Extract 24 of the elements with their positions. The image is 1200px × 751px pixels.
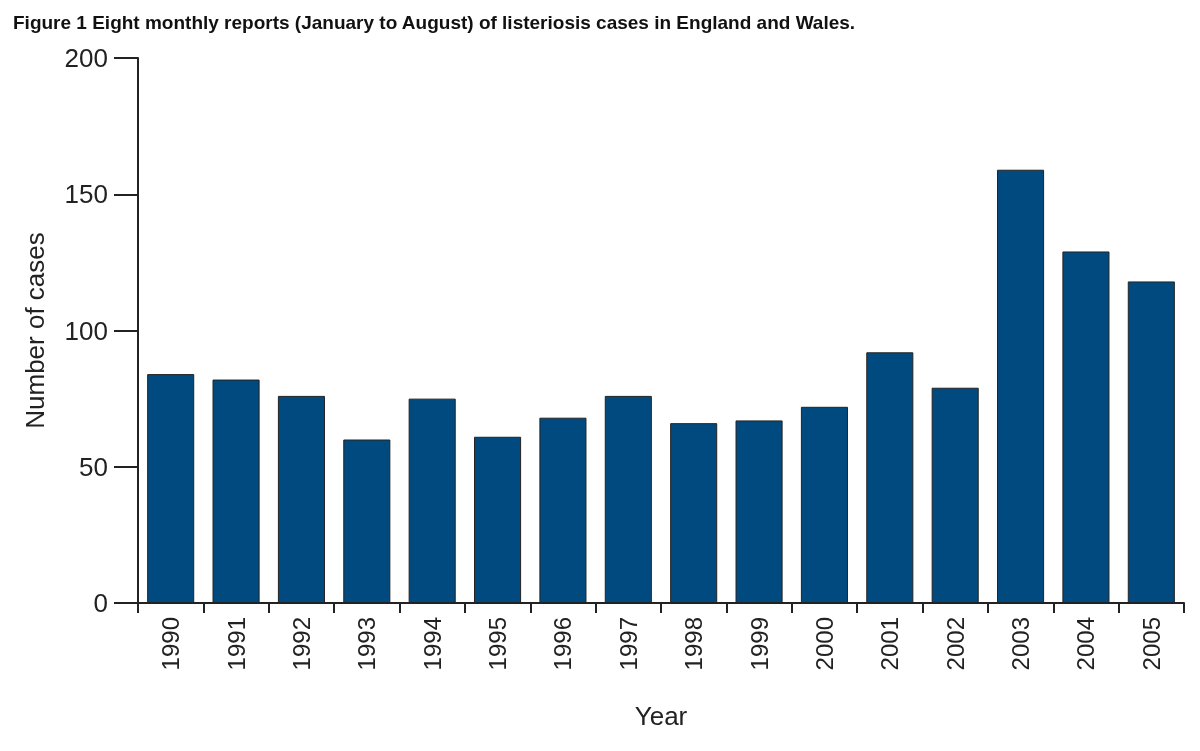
x-tick-label: 1993: [353, 617, 381, 671]
x-tick-label: 1999: [745, 617, 773, 671]
y-tick-label: 100: [64, 315, 108, 346]
x-tick-label: 1998: [680, 617, 708, 671]
x-tick-label: 1992: [287, 617, 315, 671]
y-tick-label: 150: [64, 179, 108, 210]
y-axis-title: Number of cases: [20, 232, 50, 429]
x-tick-label: 2005: [1137, 617, 1165, 671]
x-axis-title: Year: [634, 701, 688, 731]
y-tick-label: 0: [93, 588, 108, 618]
y-tick-label: 200: [64, 43, 108, 73]
y-tick-label: 50: [79, 451, 108, 482]
x-tick-label: 2004: [1072, 617, 1100, 671]
x-tick-label: 1997: [614, 617, 642, 671]
x-tick-label: 1990: [157, 617, 185, 671]
chart-title: Figure 1 Eight monthly reports (January to August) of listeriosis cases in England and Wales.: [13, 12, 856, 33]
x-tick-label: 2003: [1007, 617, 1035, 671]
x-tick-label: 2000: [810, 617, 838, 671]
x-tick-label: 2001: [876, 617, 904, 671]
x-tick-label: 2002: [941, 617, 969, 671]
x-tick-label: 1995: [484, 617, 512, 671]
x-tick-label: 1994: [418, 617, 446, 671]
x-tick-label: 1991: [222, 617, 250, 671]
x-tick-label: 1996: [549, 617, 577, 671]
